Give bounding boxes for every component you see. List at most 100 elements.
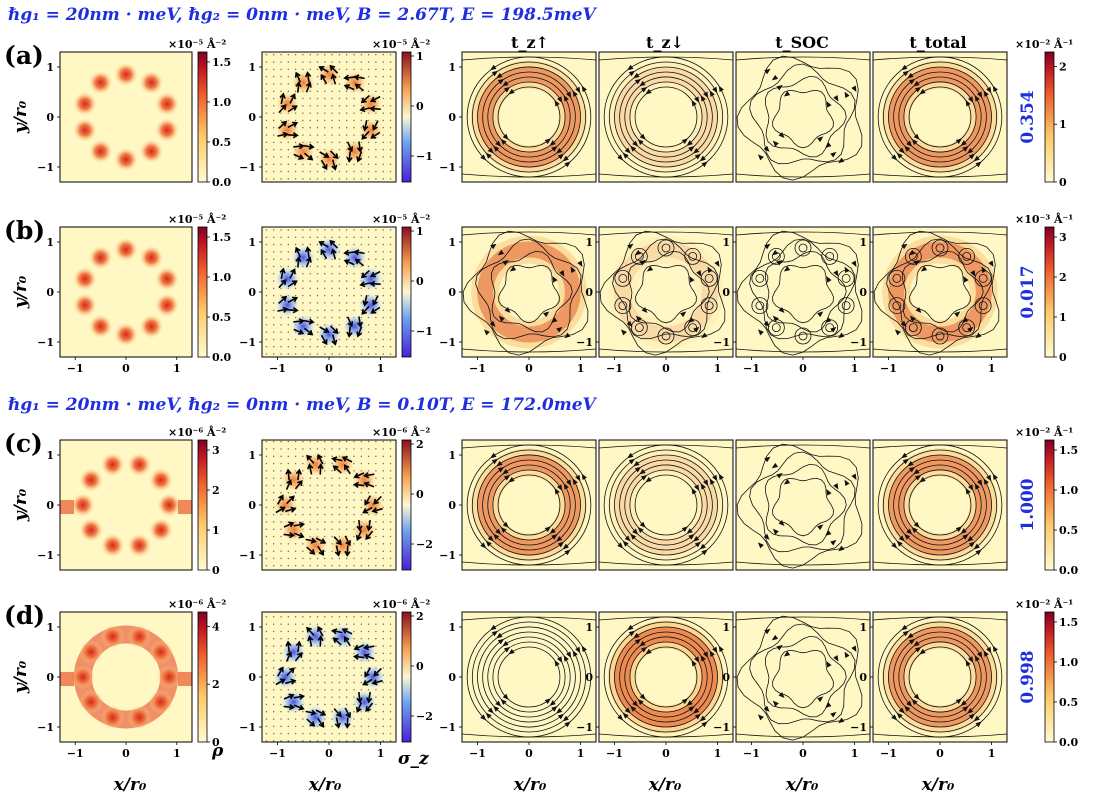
density-peak: [317, 62, 341, 87]
density-peak: [281, 689, 306, 714]
streamline: [598, 444, 734, 449]
current-band: [608, 235, 724, 349]
colorbar-tick-label: 2: [1059, 60, 1067, 73]
density-peak: [79, 517, 104, 542]
streamline-arrow: [707, 266, 713, 274]
spin-arrow: [359, 281, 371, 288]
colorbar-tick-label: 1.0: [1059, 484, 1078, 497]
spin-arrow: [346, 141, 354, 153]
streamline-arrow: [919, 476, 926, 483]
streamline-arrow: [703, 91, 709, 99]
header-top: ℏg₁ = 20nm · meV, ℏg₂ = 0nm · meV, B = 2…: [8, 5, 598, 25]
spin-arrow: [332, 465, 342, 474]
x-tick-label: 0: [662, 747, 670, 760]
colorbar-tick-label: 4: [212, 620, 220, 633]
y-tick-label: 0: [46, 671, 54, 684]
streamline-arrow: [508, 476, 515, 483]
streamline-arrow: [627, 452, 634, 459]
spin-arrow: [366, 691, 373, 704]
streamline-arrow: [497, 249, 505, 256]
streamline: [749, 63, 856, 165]
y-tick-label: 0: [248, 286, 256, 299]
streamline-arrow: [901, 243, 908, 250]
streamline-arrow: [646, 266, 654, 272]
spin-arrow: [354, 258, 365, 267]
x-tick-label: −1: [743, 747, 760, 760]
streamline-arrow: [557, 656, 563, 663]
streamline-arrow: [500, 526, 507, 533]
streamline-arrow: [851, 260, 857, 268]
spin-arrow: [285, 678, 297, 685]
spin-arrow: [331, 159, 338, 171]
density-peak: [330, 452, 355, 477]
streamline: [635, 264, 697, 324]
streamline-arrow: [764, 628, 771, 635]
streamline-arrow: [962, 534, 969, 540]
spin-arrow: [293, 328, 305, 335]
streamline-arrow: [480, 714, 487, 721]
density-peak: [79, 640, 104, 665]
current-panel: [735, 439, 871, 571]
spin-arrow: [330, 73, 337, 85]
spin-arrow: [364, 495, 371, 506]
colorbar-tick-label: 0: [416, 100, 424, 113]
vortex: [798, 243, 808, 253]
x-tick-label: −1: [67, 747, 84, 760]
streamline-arrow: [549, 528, 556, 534]
streamline-arrow: [694, 713, 702, 720]
spin-arrow: [369, 105, 381, 112]
streamline-arrow: [896, 540, 903, 547]
streamline-arrow: [483, 329, 490, 336]
vortex: [751, 297, 769, 314]
streamline-arrow: [771, 74, 779, 81]
colorbar-tick-label: −2: [416, 538, 433, 551]
streamline-arrow: [891, 154, 898, 161]
streamline: [872, 733, 1008, 738]
spin-arrow: [318, 241, 329, 248]
current-band: [608, 448, 724, 562]
y-axis-label: y/r₀: [11, 660, 31, 694]
streamline-arrow: [640, 474, 648, 481]
spin-panel: −101×10⁻⁵ Å⁻²−101: [239, 37, 433, 183]
streamline-arrow: [493, 145, 500, 152]
y-tick-label: 0: [248, 671, 256, 684]
y-tick-label: 0: [859, 671, 867, 684]
y-tick-label: 1: [46, 621, 54, 634]
spin-arrow: [279, 92, 286, 104]
current-band: [882, 235, 998, 349]
streamline-arrow: [833, 655, 839, 662]
spin-arrow: [294, 71, 302, 83]
y-tick-label: −1: [576, 721, 593, 734]
streamline: [735, 733, 871, 738]
spin-arrow: [343, 259, 355, 266]
spin-arrow: [356, 326, 363, 338]
streamline-arrow: [491, 458, 499, 465]
y-tick-label: 1: [248, 236, 256, 249]
streamline-arrow: [691, 487, 697, 495]
spin-arrow: [371, 679, 383, 686]
streamline-arrow: [575, 86, 581, 94]
streamline-arrow: [851, 645, 857, 653]
colorbar-tick-label: 0.5: [212, 311, 231, 324]
spin-arrow: [329, 325, 339, 335]
streamline: [882, 449, 998, 561]
streamline: [735, 231, 871, 236]
streamline-arrow: [718, 473, 724, 481]
streamline-arrow: [627, 624, 634, 631]
spin-arrow: [306, 718, 316, 727]
vortex: [661, 331, 671, 341]
current-band: [471, 60, 587, 174]
streamline-arrow: [914, 474, 922, 481]
streamline-arrow: [904, 533, 911, 540]
streamline-arrow: [681, 138, 688, 145]
spin-arrow: [278, 104, 287, 114]
streamline-arrow: [699, 715, 706, 722]
streamline: [466, 56, 592, 178]
density-peak: [155, 266, 180, 291]
streamline-arrow: [955, 526, 962, 533]
streamline-arrow: [624, 707, 631, 714]
vortex: [908, 323, 918, 332]
streamline-arrow: [628, 70, 636, 77]
lead-density: [60, 672, 74, 686]
vortex: [904, 248, 922, 265]
